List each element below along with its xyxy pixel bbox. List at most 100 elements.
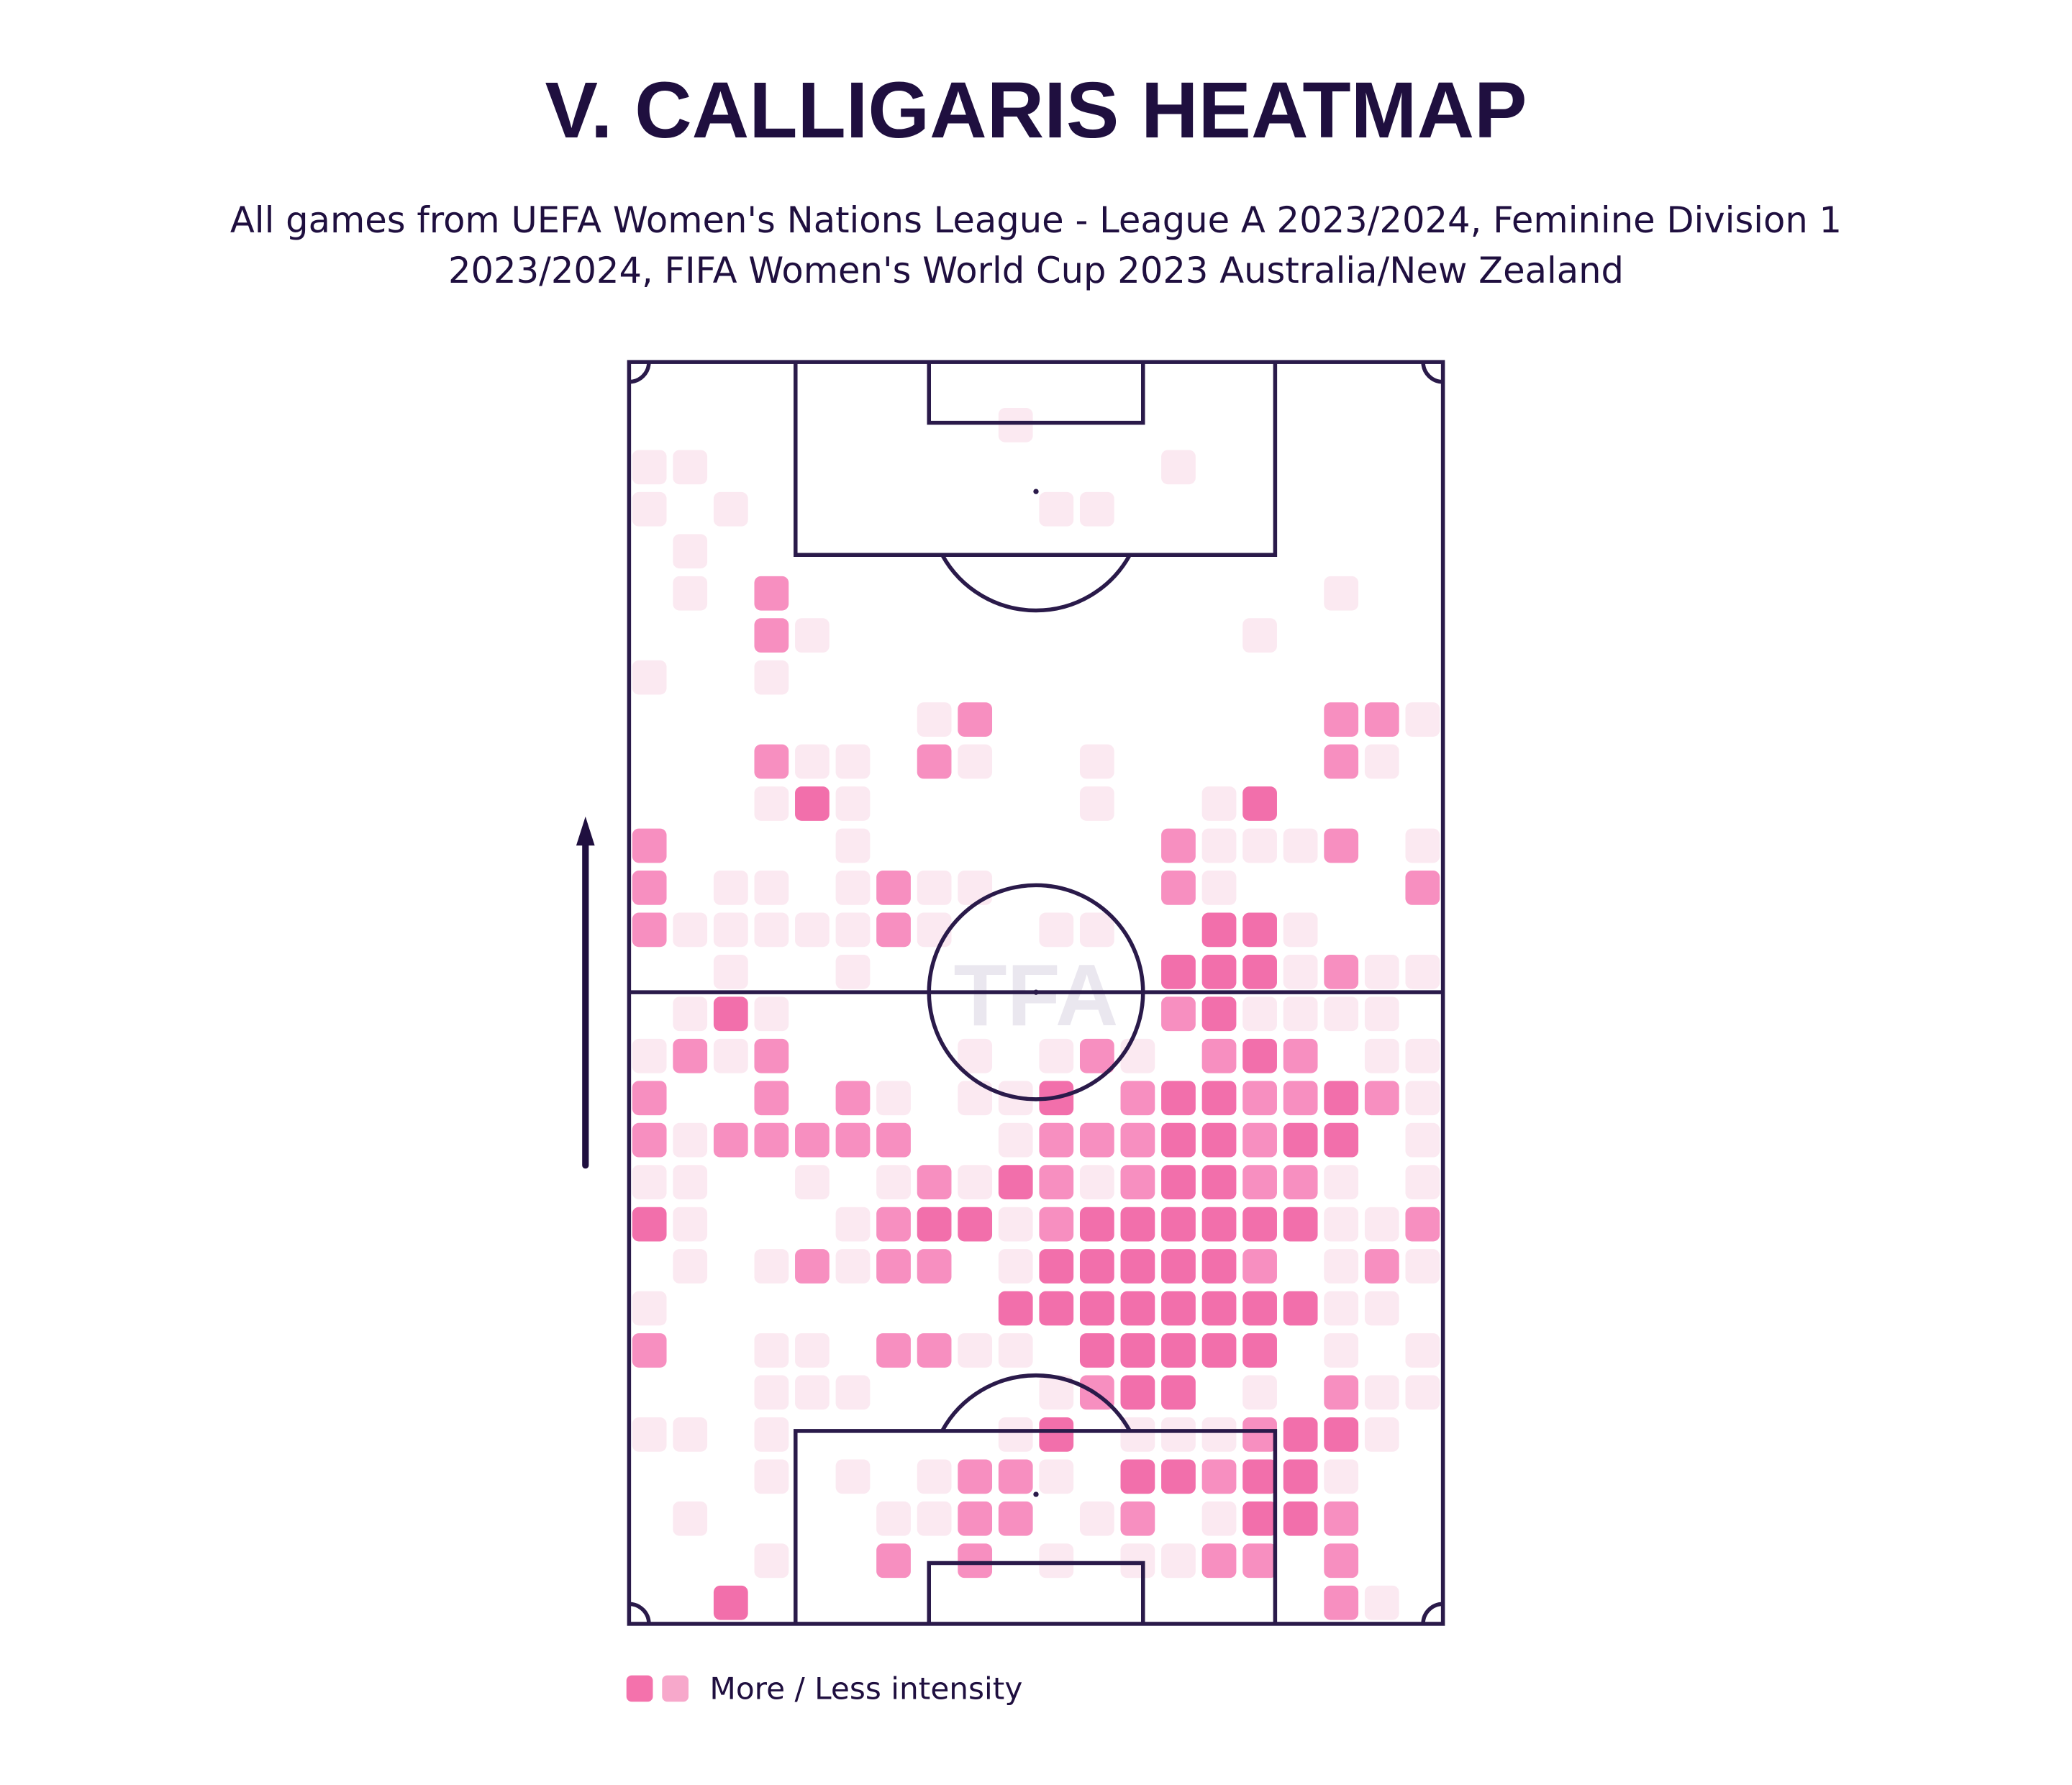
- heat-cell: [795, 534, 830, 568]
- heat-cell: [1039, 745, 1073, 779]
- heat-cell: [1242, 1417, 1277, 1452]
- heat-cell: [1039, 618, 1073, 653]
- heat-cell: [835, 744, 871, 779]
- heat-cell: [1324, 1122, 1359, 1158]
- heat-cell: [1283, 1543, 1318, 1578]
- heat-cell: [835, 1375, 871, 1410]
- heat-cell: [1161, 1586, 1196, 1620]
- heat-cell: [1242, 576, 1277, 611]
- heat-cell: [1405, 871, 1440, 905]
- heat-cell: [1161, 492, 1196, 527]
- heat-cell: [1161, 913, 1196, 948]
- heat-cell: [1079, 1038, 1114, 1073]
- heat-cell: [1283, 366, 1318, 401]
- heat-cell: [795, 702, 830, 737]
- heat-cell: [876, 492, 911, 527]
- heat-cell: [835, 1249, 871, 1284]
- heat-cell: [673, 534, 708, 569]
- heat-cell: [1161, 1165, 1196, 1200]
- heat-cell: [958, 1459, 993, 1494]
- heat-cell: [1079, 1122, 1114, 1158]
- heat-cell: [836, 618, 871, 653]
- heat-cell: [673, 1586, 707, 1620]
- heat-cell: [1365, 366, 1399, 401]
- heat-cell: [1161, 1417, 1196, 1452]
- heat-cell: [1161, 786, 1196, 821]
- heat-cell: [673, 366, 707, 401]
- heat-cell: [632, 660, 667, 695]
- heat-cell: [1161, 576, 1196, 611]
- heat-cell: [876, 1249, 911, 1284]
- heat-cell: [835, 1207, 871, 1242]
- heat-cell: [1202, 576, 1237, 611]
- watermark: TFA: [954, 946, 1119, 1044]
- heat-cell: [1365, 913, 1399, 948]
- heat-cell: [917, 912, 952, 948]
- heat-cell: [673, 829, 707, 863]
- heat-cell: [1364, 744, 1399, 779]
- heat-cell: [1201, 1333, 1237, 1368]
- heat-cell: [714, 576, 748, 611]
- heat-cell: [999, 702, 1033, 737]
- heat-cell: [1039, 1122, 1074, 1158]
- heat-cell: [1324, 702, 1359, 737]
- heat-cell: [1120, 1249, 1155, 1284]
- heat-cell: [713, 912, 748, 948]
- heat-cell: [795, 1039, 830, 1073]
- heat-cell: [795, 1375, 830, 1410]
- heat-cell: [1161, 1333, 1196, 1368]
- heat-cell: [876, 955, 911, 989]
- heat-cell: [1283, 534, 1318, 568]
- heat-cell: [714, 450, 748, 484]
- heat-cell: [998, 1122, 1033, 1158]
- heat-cell: [632, 912, 667, 948]
- heat-cell: [917, 492, 952, 527]
- heat-cell: [1080, 829, 1114, 863]
- heat-cell: [1039, 702, 1073, 737]
- heat-cell: [917, 660, 952, 695]
- heat-cell: [917, 1081, 952, 1115]
- heat-cell: [998, 1249, 1033, 1284]
- heat-cell: [1283, 996, 1318, 1032]
- heat-cell: [958, 660, 992, 695]
- heat-cell: [1079, 1333, 1114, 1368]
- heat-cell: [673, 1543, 707, 1578]
- heat-cell: [1039, 1417, 1074, 1452]
- heat-cell: [835, 912, 871, 948]
- heat-cell: [917, 1249, 952, 1284]
- heat-cell: [1242, 702, 1277, 737]
- heat-cell: [1080, 450, 1114, 484]
- heat-cell: [795, 492, 830, 527]
- heat-cell: [876, 366, 911, 401]
- heat-cell: [1283, 1459, 1318, 1494]
- heat-cell: [1242, 618, 1277, 653]
- heat-cell: [835, 786, 871, 821]
- heat-cell: [1405, 913, 1440, 948]
- heat-cell: [835, 828, 871, 863]
- heat-cell: [1283, 1249, 1318, 1284]
- heat-cell: [1283, 1586, 1318, 1620]
- heat-cell: [958, 1586, 992, 1620]
- heat-cell: [876, 1291, 911, 1326]
- heat-cell: [673, 1501, 708, 1536]
- heat-cell: [632, 1333, 667, 1368]
- heat-cell: [714, 1291, 748, 1326]
- heat-cell: [1161, 1039, 1196, 1073]
- heat-cell: [917, 871, 952, 905]
- heat-cell: [673, 1249, 708, 1284]
- heat-cell: [1242, 1207, 1277, 1242]
- heat-cell: [1079, 1291, 1114, 1326]
- heat-cell: [836, 408, 871, 442]
- heat-cell: [1405, 1291, 1440, 1326]
- heat-cell: [1405, 954, 1440, 989]
- heat-cell: [999, 913, 1033, 948]
- heat-cell: [713, 1038, 748, 1073]
- heat-cell: [1242, 450, 1277, 484]
- heat-cell: [836, 1333, 871, 1368]
- heat-cell: [1283, 576, 1318, 611]
- heat-cell: [673, 1417, 708, 1452]
- heat-cell: [714, 1543, 748, 1578]
- heat-cell: [754, 1122, 789, 1158]
- heat-cell: [1120, 1459, 1155, 1494]
- heat-cell: [1039, 366, 1073, 401]
